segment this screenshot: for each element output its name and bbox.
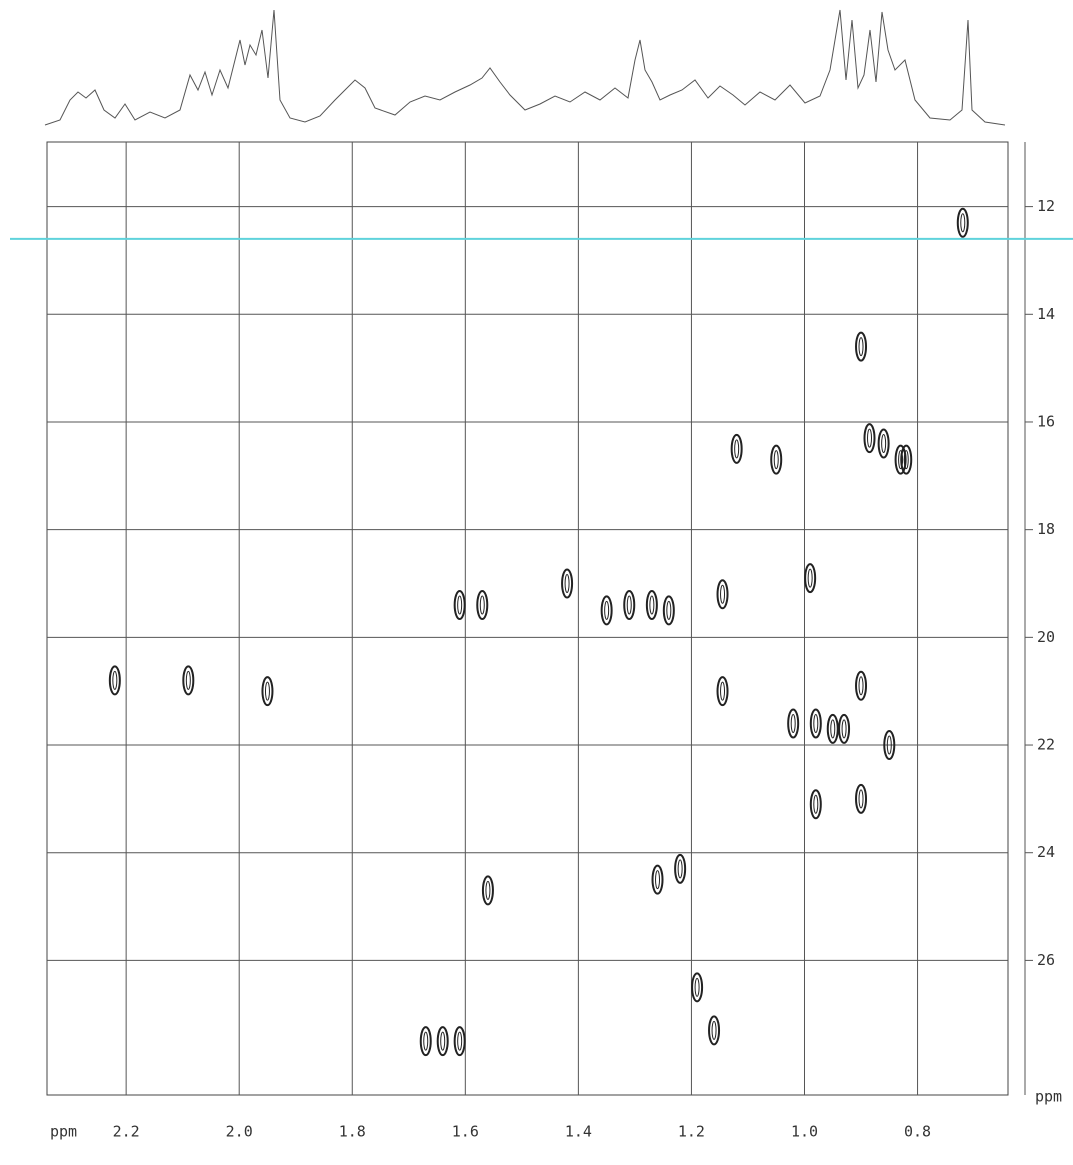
cross-peak <box>453 1026 466 1057</box>
cross-peak-inner <box>112 670 118 690</box>
y-tick-label: 24 <box>1037 843 1055 861</box>
cross-peak <box>419 1026 432 1057</box>
projection-trace <box>44 9 1006 126</box>
x-tick-label: 1.8 <box>339 1123 366 1141</box>
cross-peak <box>770 444 783 475</box>
cross-peak <box>855 670 868 701</box>
y-tick-label: 14 <box>1037 305 1055 323</box>
cross-peak-inner <box>720 584 726 604</box>
cross-peak <box>877 428 890 459</box>
cross-peak <box>730 433 743 464</box>
cross-peak-inner <box>807 568 813 588</box>
cross-peak <box>708 1015 721 1046</box>
cross-peak-inner <box>858 789 864 809</box>
cross-peak-inner <box>677 859 683 879</box>
cross-peak-inner <box>790 713 796 733</box>
cross-peak <box>826 713 839 744</box>
x-tick-label: 0.8 <box>904 1123 931 1141</box>
cross-peak-inner <box>185 670 191 690</box>
cross-peak-inner <box>734 439 740 459</box>
cross-peak <box>691 972 704 1003</box>
cross-peak <box>855 783 868 814</box>
cross-peak <box>809 789 822 820</box>
cross-peak <box>809 708 822 739</box>
x-tick-label: 1.6 <box>452 1123 479 1141</box>
cross-peak-inner <box>841 719 847 739</box>
cross-peak-inner <box>881 434 887 454</box>
x-tick-label: 2.0 <box>226 1123 253 1141</box>
cross-peak-inner <box>655 870 661 890</box>
x-tick-label: 1.4 <box>565 1123 592 1141</box>
cross-peak-inner <box>898 450 904 470</box>
cross-peak-inner <box>626 595 632 615</box>
x-tick-label: 1.2 <box>678 1123 705 1141</box>
cross-peak <box>182 665 195 696</box>
cross-peak <box>481 875 494 906</box>
cross-peak-inner <box>457 1031 463 1051</box>
cross-peak <box>716 676 729 707</box>
cross-peak-inner <box>479 595 485 615</box>
cross-peak-inner <box>649 595 655 615</box>
x-tick-label: 2.2 <box>113 1123 140 1141</box>
cross-peak <box>674 853 687 884</box>
x-axis-label: ppm <box>50 1123 77 1141</box>
cross-peak-inner <box>711 1020 717 1040</box>
cross-peak <box>883 730 896 761</box>
cross-peak <box>900 444 913 475</box>
cross-peak-inner <box>903 450 909 470</box>
cross-peak-inner <box>440 1031 446 1051</box>
cross-peak-inner <box>604 600 610 620</box>
cross-peak <box>787 708 800 739</box>
cross-peak <box>956 207 969 238</box>
cross-peak-inner <box>858 337 864 357</box>
cross-peak <box>436 1026 449 1057</box>
cross-peak <box>453 590 466 621</box>
y-tick-label: 12 <box>1037 197 1055 215</box>
cross-peak <box>108 665 121 696</box>
cross-peak-inner <box>694 977 700 997</box>
cross-peak <box>623 590 636 621</box>
cross-peak <box>600 595 613 626</box>
cross-peak-inner <box>423 1031 429 1051</box>
cross-peak-inner <box>886 735 892 755</box>
cross-peak <box>651 864 664 895</box>
y-axis-label: ppm <box>1035 1088 1062 1106</box>
cross-peak-inner <box>830 719 836 739</box>
cross-peak <box>894 444 907 475</box>
cross-peak-inner <box>960 213 966 233</box>
cross-peak <box>716 579 729 610</box>
cross-peak-inner <box>867 428 873 448</box>
cross-peak-inner <box>457 595 463 615</box>
cross-peak-inner <box>720 681 726 701</box>
cross-peak-inner <box>773 450 779 470</box>
cross-peak <box>804 563 817 594</box>
cross-peak <box>645 590 658 621</box>
plot-frame <box>46 141 1009 1096</box>
cross-peak <box>476 590 489 621</box>
cross-peak-inner <box>264 681 270 701</box>
cross-peak-inner <box>858 676 864 696</box>
cross-peak <box>855 331 868 362</box>
y-tick-label: 16 <box>1037 412 1055 430</box>
cross-peak-inner <box>813 713 819 733</box>
cross-peak-inner <box>813 794 819 814</box>
cross-peak <box>561 568 574 599</box>
cross-peak <box>662 595 675 626</box>
cross-peak-inner <box>564 574 570 594</box>
y-tick-label: 22 <box>1037 736 1055 754</box>
y-tick-label: 26 <box>1037 951 1055 969</box>
y-tick-label: 18 <box>1037 520 1055 538</box>
cross-peak-inner <box>666 600 672 620</box>
x-tick-label: 1.0 <box>791 1123 818 1141</box>
cross-peak <box>863 423 876 454</box>
cross-peak <box>261 676 274 707</box>
cross-peak-inner <box>485 880 491 900</box>
y-tick-label: 20 <box>1037 628 1055 646</box>
cross-peak <box>838 713 851 744</box>
